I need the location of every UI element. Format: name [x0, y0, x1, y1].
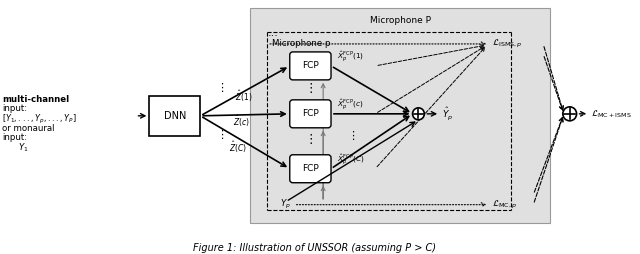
Text: or monaural: or monaural: [2, 124, 54, 133]
Text: $\mathcal{L}_{\mathrm{MC},p}$: $\mathcal{L}_{\mathrm{MC},p}$: [492, 199, 517, 211]
Text: ⋮: ⋮: [304, 82, 317, 95]
Text: ⋮: ⋮: [347, 131, 358, 141]
Text: $Y_p$: $Y_p$: [280, 198, 291, 211]
Circle shape: [413, 108, 424, 120]
Text: $\hat{Z}(C)$: $\hat{Z}(C)$: [229, 140, 247, 155]
Text: FCP: FCP: [302, 109, 319, 118]
Text: ⋮: ⋮: [304, 133, 317, 146]
Text: input:: input:: [2, 104, 27, 113]
Text: $\mathcal{L}_{\mathrm{ISMS},p}$: $\mathcal{L}_{\mathrm{ISMS},p}$: [492, 38, 523, 50]
Circle shape: [563, 107, 577, 121]
FancyBboxPatch shape: [290, 52, 331, 80]
Text: ⋮: ⋮: [216, 83, 228, 93]
Text: $\hat{Y}_p$: $\hat{Y}_p$: [442, 105, 453, 122]
Text: $[Y_1,...,Y_p,...,Y_P]$: $[Y_1,...,Y_p,...,Y_P]$: [2, 113, 77, 126]
FancyBboxPatch shape: [290, 155, 331, 183]
Text: $\hat{Z}(1)$: $\hat{Z}(1)$: [235, 88, 253, 104]
Text: Figure 1: Illustration of UNSSOR (assuming P > C): Figure 1: Illustration of UNSSOR (assumi…: [193, 243, 436, 253]
Text: $\hat{X}_p^{\mathrm{FCP}}(C)$: $\hat{X}_p^{\mathrm{FCP}}(C)$: [337, 152, 364, 167]
FancyBboxPatch shape: [290, 100, 331, 128]
Text: $\hat{X}_p^{\mathrm{FCP}}(1)$: $\hat{X}_p^{\mathrm{FCP}}(1)$: [337, 49, 364, 64]
Text: FCP: FCP: [302, 164, 319, 173]
Text: Microphone p: Microphone p: [272, 39, 331, 48]
Text: ...: ...: [268, 28, 279, 38]
Text: FCP: FCP: [302, 61, 319, 70]
Text: ⋮: ⋮: [216, 130, 228, 140]
Text: $\hat{X}_p^{\mathrm{FCP}}(c)$: $\hat{X}_p^{\mathrm{FCP}}(c)$: [337, 97, 364, 112]
Text: DNN: DNN: [164, 111, 186, 121]
Bar: [250, 8, 550, 223]
Text: Microphone P: Microphone P: [370, 16, 431, 25]
Text: input:: input:: [2, 133, 27, 142]
Bar: [149, 96, 200, 136]
Text: $\hat{Z}(c)$: $\hat{Z}(c)$: [233, 113, 250, 129]
Text: $Y_1$: $Y_1$: [18, 142, 28, 154]
Text: multi-channel: multi-channel: [2, 95, 69, 104]
Text: $\mathcal{L}_{\mathrm{MC+ISMS}}$: $\mathcal{L}_{\mathrm{MC+ISMS}}$: [591, 108, 632, 120]
